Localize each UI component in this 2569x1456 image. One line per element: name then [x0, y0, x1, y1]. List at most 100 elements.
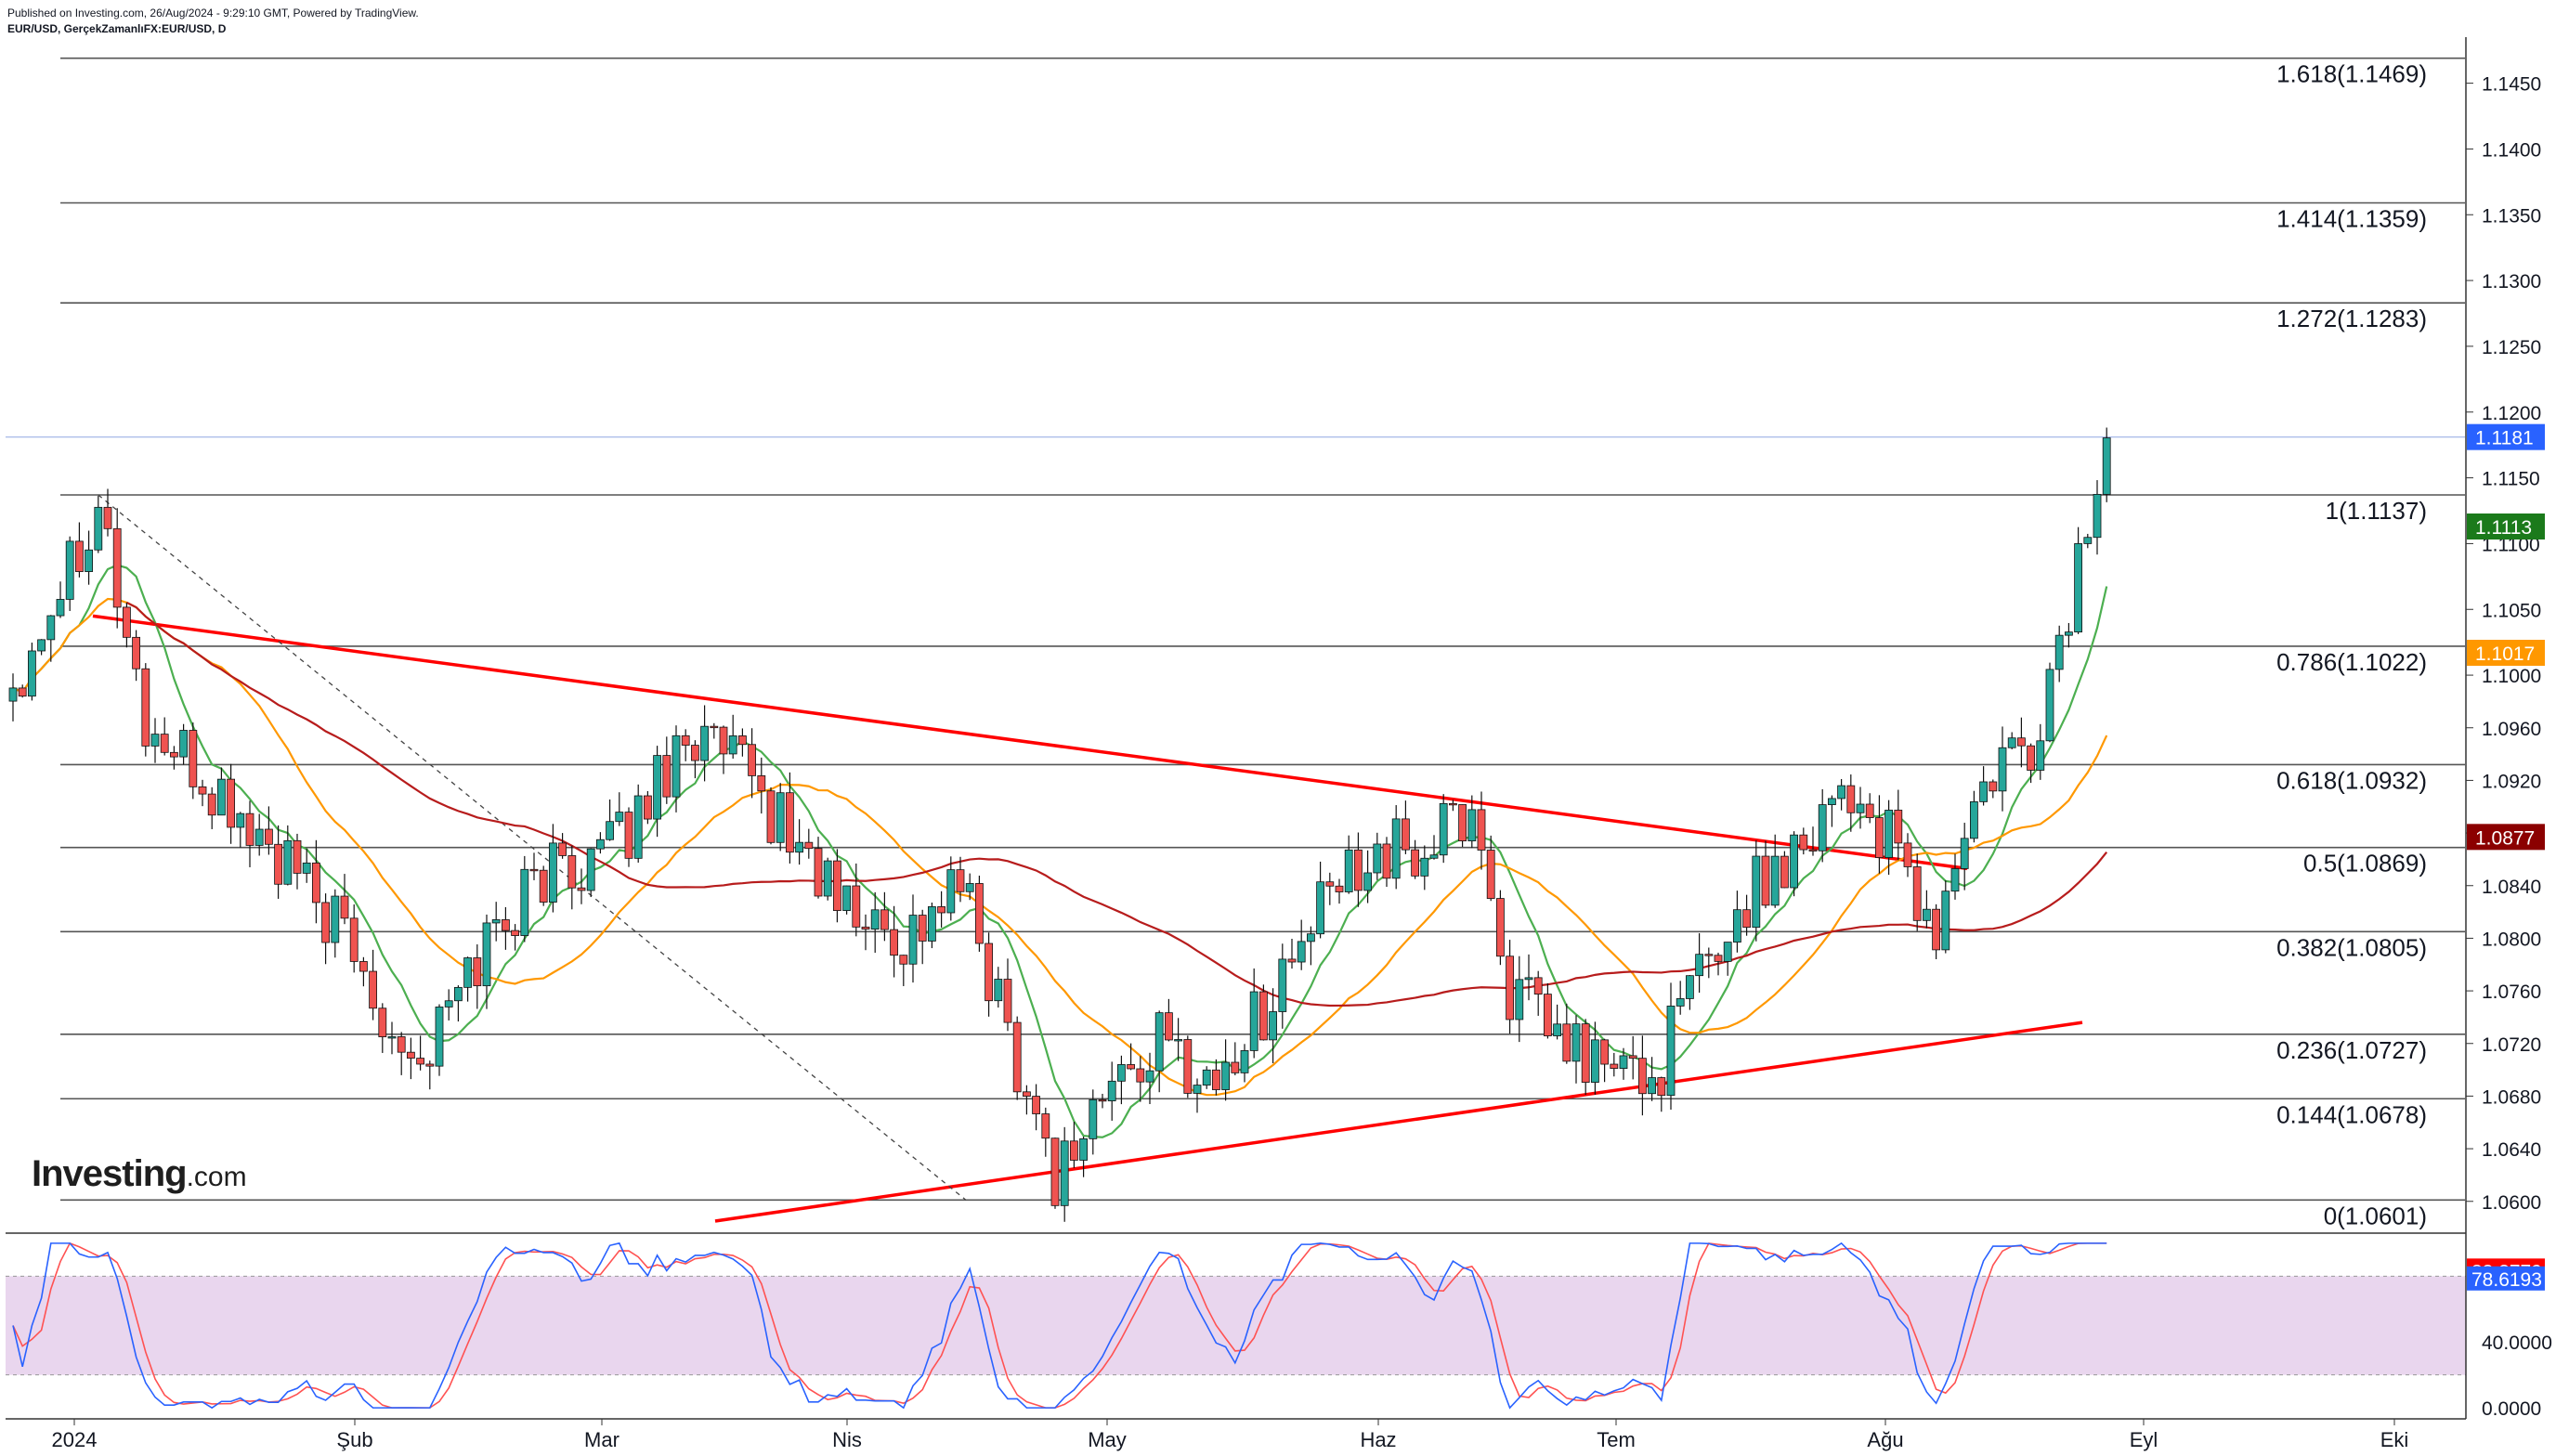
candle-body [1193, 1085, 1202, 1094]
candle-body [1183, 1039, 1193, 1094]
candle-body [1676, 998, 1685, 1007]
candle-body [502, 919, 510, 931]
candle-body [150, 734, 160, 747]
price-axis[interactable]: 1.0600 1.0640 1.0680 1.0720 1.0760 1.0800 1.08… [6, 37, 2552, 1420]
candle-body [814, 848, 823, 897]
time-axis[interactable]: 2024 Şub Mar Nis May Haz Tem Ağu Eyl Eki [52, 1419, 2409, 1451]
candle-body [1165, 1012, 1173, 1041]
x-tick-label: Şub [336, 1428, 372, 1451]
candle-body [633, 795, 643, 859]
candle-body [2093, 493, 2102, 539]
candle-body [738, 735, 747, 746]
stoch-k-line [12, 1242, 2107, 1410]
candle-body [1780, 855, 1789, 889]
candle-body [1041, 1113, 1050, 1139]
candle-body [2027, 745, 2036, 771]
candle-body [1032, 1096, 1040, 1114]
candle-body [1979, 781, 1989, 802]
candle-body [293, 839, 302, 874]
candle-body [1335, 885, 1344, 892]
candle-body [1894, 810, 1903, 844]
candle-body [1287, 958, 1297, 963]
candle-body [1259, 991, 1268, 1041]
candle-body [406, 1051, 415, 1059]
price-badge-label: 1.1181 [2475, 428, 2534, 449]
candle-body [132, 636, 141, 670]
candle-body [1496, 898, 1505, 957]
x-tick-label: Eyl [2130, 1428, 2158, 1451]
candle-body [1023, 1091, 1031, 1097]
candle-body [1714, 955, 1723, 962]
candle-body [1553, 1023, 1561, 1036]
fib-label: 0.786(1.1022) [2276, 648, 2427, 676]
candle-body [1828, 798, 1836, 805]
candle-body [1875, 817, 1884, 858]
y-tick-label: 1.0680 [2482, 1086, 2541, 1108]
candle-body [397, 1036, 406, 1053]
candle-body [1619, 1055, 1628, 1070]
candle-body [1533, 977, 1543, 995]
candle-body [539, 869, 548, 903]
y-tick-label: 1.1100 [2482, 534, 2540, 555]
candle-body [946, 869, 956, 914]
candle-body [1666, 1006, 1676, 1097]
candle-body [672, 734, 681, 798]
lower-trend-line [714, 1020, 2083, 1223]
candle-body [444, 1000, 453, 1008]
candle-body [795, 841, 803, 853]
candle-body [1960, 838, 1969, 869]
candle-body [122, 606, 131, 638]
candle-body [681, 734, 690, 746]
y-tick-label: 1.0840 [2482, 877, 2541, 898]
candle-body [85, 549, 93, 572]
candle-body [1003, 979, 1012, 1023]
fib-label: 1(1.1137) [2326, 497, 2427, 525]
candle-body [1231, 1061, 1240, 1073]
candle-body [103, 506, 112, 529]
candle-body [1127, 1064, 1135, 1070]
candle-body [189, 730, 198, 787]
ma-mid-line [12, 597, 2108, 1097]
fib-label: 0(1.0601) [2324, 1202, 2427, 1229]
candle-body [1391, 818, 1401, 879]
candle-body [1846, 785, 1856, 813]
x-tick-label: Ağu [1867, 1428, 1903, 1451]
candle-body [1524, 977, 1533, 981]
candle-body [1429, 854, 1439, 859]
y-tick-label: 1.0600 [2482, 1192, 2541, 1214]
candle-body [1136, 1068, 1145, 1083]
candle-body [710, 725, 719, 729]
candle-body [169, 751, 178, 758]
candle-body [216, 778, 226, 816]
y-tick-label: 1.0960 [2482, 719, 2541, 740]
fib-label: 0.5(1.0869) [2303, 850, 2427, 878]
candle-body [1562, 1023, 1571, 1062]
x-tick-label: Mar [584, 1428, 619, 1451]
candle-body [1278, 958, 1287, 1012]
candle-body [956, 869, 965, 892]
candle-body [1486, 850, 1495, 899]
candle-body [425, 1063, 435, 1067]
candle-body [65, 540, 74, 600]
candle-body [1506, 956, 1514, 1020]
upper-trend-line [92, 614, 1968, 871]
candle-body [1628, 1055, 1637, 1060]
candle-body [520, 868, 529, 936]
y-tick-label: 1.0760 [2482, 982, 2541, 1003]
candle-body [1790, 834, 1798, 889]
candle-body [880, 909, 889, 930]
candle-body [908, 915, 918, 965]
candle-body [833, 860, 841, 911]
candle-body [1733, 909, 1741, 943]
candle-body [1174, 1039, 1182, 1042]
y-tick-label: 1.0720 [2482, 1034, 2541, 1056]
candle-body [1969, 800, 1978, 839]
price-badge [2467, 824, 2545, 851]
candle-body [606, 821, 614, 840]
x-tick-label: 2024 [52, 1428, 98, 1451]
candle-body [369, 970, 378, 1009]
fib-label: 0.144(1.0678) [2276, 1100, 2427, 1128]
candle-body [1060, 1140, 1069, 1206]
candle-body [1941, 890, 1950, 951]
